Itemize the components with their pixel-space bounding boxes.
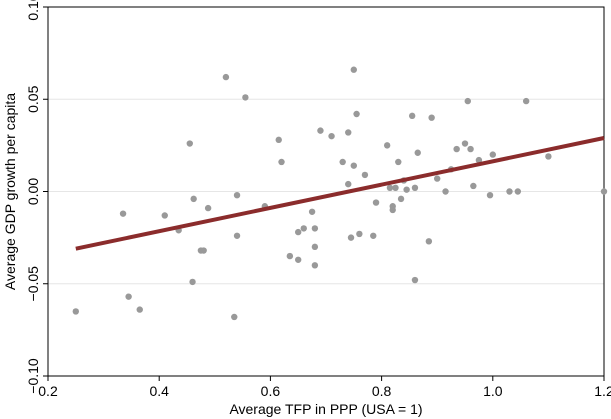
data-point — [190, 195, 197, 203]
data-point — [489, 151, 496, 158]
data-point — [372, 199, 380, 206]
data-point — [464, 97, 471, 105]
data-point — [356, 230, 363, 238]
data-point — [514, 188, 522, 195]
x-tick-label: 0.8 — [372, 383, 392, 399]
data-point — [411, 184, 419, 192]
data-point — [434, 175, 441, 182]
data-point — [408, 112, 416, 120]
data-point — [186, 140, 193, 147]
data-point — [600, 188, 608, 195]
data-point — [339, 158, 346, 166]
data-point — [425, 238, 433, 245]
data-point — [300, 225, 307, 232]
data-point — [161, 212, 168, 219]
data-point — [119, 210, 127, 217]
data-point — [275, 136, 282, 144]
data-point — [461, 140, 469, 147]
x-tick-label: 0.2 — [38, 383, 58, 399]
x-tick-label: 0.6 — [261, 383, 281, 399]
data-point — [204, 204, 212, 212]
data-point — [522, 97, 530, 105]
data-point — [189, 278, 196, 286]
data-point — [353, 110, 360, 118]
data-point — [345, 129, 352, 136]
data-point — [370, 232, 377, 239]
data-point — [411, 276, 419, 284]
data-point — [295, 256, 302, 263]
data-point — [395, 158, 402, 166]
data-point — [200, 247, 207, 254]
data-point — [506, 188, 513, 195]
data-point — [136, 306, 143, 313]
data-point — [545, 153, 552, 160]
x-tick-label: 1.2 — [594, 383, 611, 399]
y-tick-label: 0.05 — [25, 85, 41, 112]
x-tick-label: 0.4 — [149, 383, 169, 399]
data-point — [317, 127, 324, 134]
data-point — [295, 228, 302, 236]
x-axis-title: Average TFP in PPP (USA = 1) — [229, 401, 422, 417]
data-point — [383, 142, 391, 149]
data-point — [311, 262, 319, 269]
data-point — [392, 184, 399, 192]
data-point — [242, 94, 249, 101]
data-points — [72, 66, 608, 321]
data-point — [72, 308, 80, 315]
data-point — [428, 114, 435, 121]
y-tick-label: −0.10 — [25, 358, 41, 394]
data-point — [453, 145, 460, 153]
data-point — [286, 252, 294, 260]
data-point — [442, 188, 449, 195]
data-point — [233, 191, 241, 199]
data-point — [311, 225, 319, 232]
data-point — [470, 182, 477, 190]
data-point — [467, 145, 474, 153]
data-point — [308, 208, 316, 215]
data-point — [233, 232, 241, 239]
x-axis-ticks: 0.2 0.4 0.6 0.8 1.0 1.2 — [38, 376, 611, 399]
y-tick-label: 0.00 — [25, 178, 41, 205]
data-point — [397, 195, 405, 203]
data-point — [486, 191, 494, 199]
data-point — [350, 162, 357, 169]
data-point — [350, 66, 357, 73]
y-axis-title: Average GDP growth per capita — [2, 93, 18, 290]
data-point — [386, 184, 394, 192]
data-point — [125, 293, 132, 300]
data-point — [311, 243, 319, 251]
data-point — [475, 156, 483, 164]
data-point — [222, 73, 230, 81]
data-point — [231, 313, 238, 321]
data-point — [347, 234, 355, 241]
data-point — [361, 171, 369, 179]
data-point — [278, 158, 285, 166]
x-tick-label: 1.0 — [483, 383, 503, 399]
y-tick-label: −0.05 — [25, 266, 41, 302]
y-axis-ticks: −0.10 −0.05 0.00 0.05 0.10 — [25, 0, 48, 394]
y-tick-label: 0.10 — [25, 0, 41, 21]
data-point — [389, 203, 396, 210]
fit-line — [75, 136, 605, 251]
data-point — [414, 149, 421, 156]
data-point — [403, 186, 410, 193]
data-point — [328, 132, 335, 140]
data-point — [345, 180, 352, 188]
